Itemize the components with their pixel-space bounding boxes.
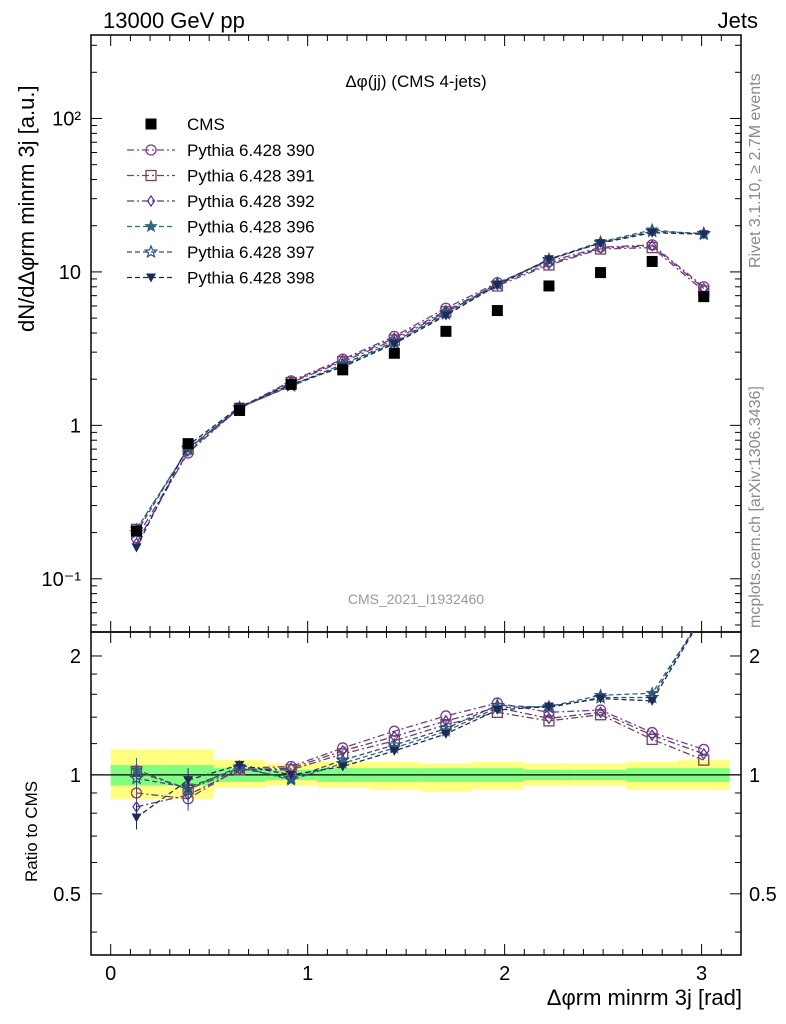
cms-data-point [337, 364, 349, 376]
y-tick-label: 10⁻¹ [42, 569, 82, 591]
main-series-point [647, 239, 657, 252]
legend-label: Pythia 6.428 398 [187, 269, 315, 288]
ratio-series-point [595, 694, 606, 704]
ratio-series-point [131, 813, 142, 823]
header-observable: Jets [717, 8, 758, 33]
ratio-series-point [698, 606, 709, 617]
ratio-series-point [698, 609, 709, 620]
main-series-line [135, 245, 705, 544]
ratio-series-point [492, 705, 503, 715]
legend-marker [145, 144, 157, 156]
cms-data-point [491, 305, 503, 317]
ratio-uncertainty-bands [110, 749, 730, 799]
ratio-series-line [136, 711, 705, 790]
ratio-series-point [594, 709, 607, 721]
main-series-line [135, 244, 705, 539]
ratio-y-tick-label-right: 0.5 [749, 884, 777, 906]
ratio-series-point [337, 762, 348, 772]
ratio-series-point [129, 770, 144, 785]
main-series-line [135, 232, 704, 548]
ratio-series-point [389, 746, 400, 756]
y-tick-label: 10² [52, 108, 81, 130]
ratio-series-point [699, 610, 709, 619]
legend-label: Pythia 6.428 396 [187, 218, 315, 237]
ratio-series-point [699, 747, 709, 761]
chart-title: Δφ(jj) (CMS 4-jets) [345, 72, 486, 91]
ratio-series-line [136, 632, 693, 788]
legend-marker [146, 273, 156, 283]
ratio-series-line [136, 632, 694, 819]
main-series-point [647, 228, 658, 238]
cms-data-point [698, 291, 710, 303]
cms-data-point [440, 325, 452, 337]
ratio-series-point [234, 760, 245, 770]
main-series-point [698, 230, 709, 240]
x-tick-label: 3 [696, 963, 707, 985]
main-series-point [492, 281, 503, 291]
ratio-series-point [698, 743, 710, 756]
main-series-line [135, 229, 704, 530]
cms-data-point [234, 404, 246, 416]
ratio-series-point [647, 729, 657, 742]
x-axis-label: Δφrm minrm 3j [rad] [546, 985, 742, 1010]
main-series-point [389, 339, 400, 349]
ratio-series-point [646, 733, 658, 746]
ratio-y-tick-label-right: 1 [749, 765, 760, 787]
legend-marker [145, 169, 157, 182]
ratio-series-point [440, 729, 451, 739]
main-series-point [131, 543, 142, 553]
cms-data-point [595, 267, 607, 279]
ratio-y-tick-label: 1 [70, 765, 81, 787]
ratio-frame [90, 631, 742, 956]
ratio-series-point [698, 754, 710, 766]
legend-label: Pythia 6.428 390 [187, 141, 315, 160]
cms-data-point [646, 255, 658, 267]
ratio-y-tick-label: 0.5 [53, 884, 81, 906]
ratio-series-point [286, 770, 297, 780]
ratio-panel-series [129, 606, 710, 830]
ratio-series-point [544, 712, 554, 725]
y-tick-label: 1 [70, 415, 81, 437]
ratio-y-tick-label: 2 [70, 646, 81, 668]
main-series-point [646, 241, 658, 254]
legend: CMS Pythia 6.428 390 Pythia 6.428 391 Pythi… [127, 115, 315, 288]
ratio-series-point [338, 744, 348, 758]
main-series-line [135, 246, 705, 530]
legend-marker [146, 194, 156, 208]
ratio-series-line [136, 706, 705, 808]
x-tick-label: 2 [499, 963, 510, 985]
cms-data-point [543, 280, 555, 292]
ratio-series-point [596, 706, 605, 719]
legend-marker [143, 244, 159, 259]
analysis-watermark: CMS_2021_I1932460 [348, 591, 484, 607]
legend-label: Pythia 6.428 397 [187, 243, 315, 262]
main-series-point [440, 311, 451, 321]
ratio-series-point [283, 770, 299, 785]
ratio-series-line [136, 632, 694, 790]
axes: 0 1 2 3 10⁻¹ 1 10 10² 0.5 0.5 1 1 2 2 [42, 34, 777, 985]
x-tick-label: 1 [302, 963, 313, 985]
main-series-point [543, 255, 554, 265]
legend-label: Pythia 6.428 392 [187, 192, 315, 211]
cms-data-point [131, 525, 142, 537]
ratio-series-point [543, 715, 555, 727]
cms-data-point [285, 378, 297, 390]
main-series-point [595, 239, 606, 249]
main-panel-series [129, 222, 712, 553]
x-tick-label: 0 [105, 963, 116, 985]
legend-label: Pythia 6.428 391 [187, 167, 315, 186]
header-process: 13000 GeV pp [103, 8, 245, 33]
ratio-series-point [543, 702, 554, 712]
cms-data-point [388, 347, 400, 359]
y-tick-label: 10 [59, 262, 81, 284]
legend-label-cms: CMS [187, 115, 225, 134]
ratio-series-point [183, 776, 194, 786]
cms-data-point [182, 438, 194, 450]
ratio-series-point [647, 696, 658, 706]
legend-marker-cms [145, 118, 157, 130]
legend-marker [144, 219, 158, 233]
ratio-y-tick-label-right: 2 [749, 646, 760, 668]
ratio-series-point [646, 726, 658, 739]
